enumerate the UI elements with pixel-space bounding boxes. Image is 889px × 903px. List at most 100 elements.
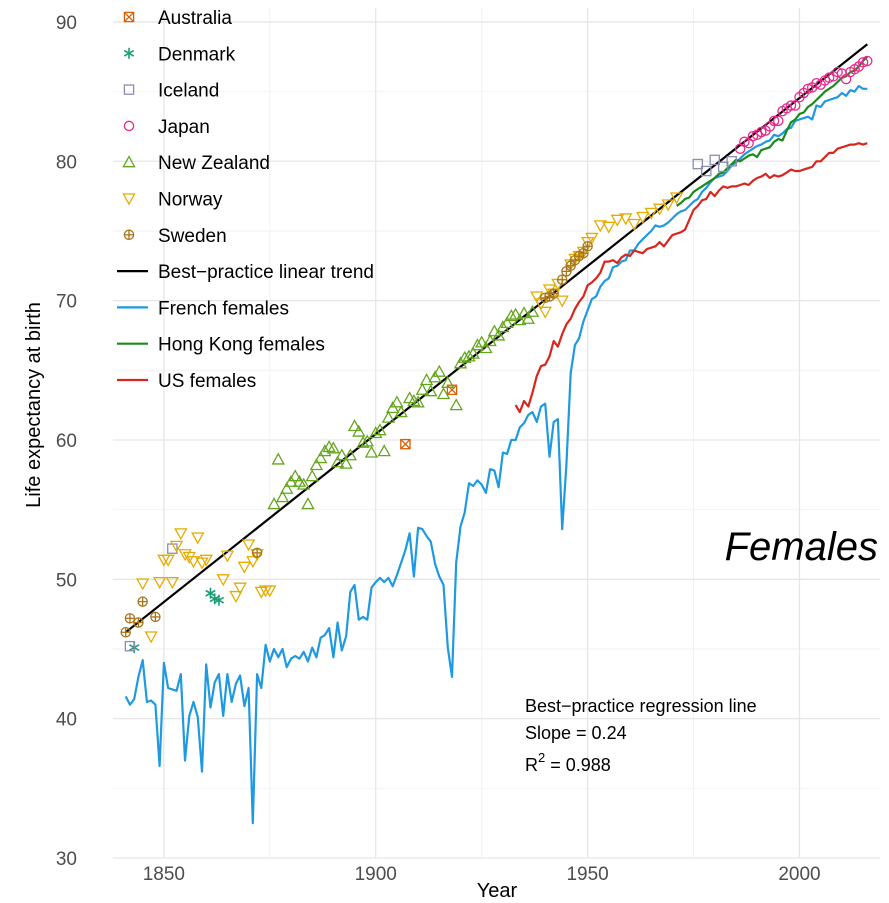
marker-norway-shape — [644, 207, 658, 220]
marker-norway — [661, 199, 675, 212]
grid — [113, 8, 880, 859]
marker-new-zealand-shape — [339, 456, 353, 469]
marker-japan-shape — [857, 57, 869, 68]
marker-norway-shape — [593, 220, 608, 233]
legend-swatch-new-zealand — [122, 155, 136, 168]
marker-new-zealand — [424, 384, 438, 397]
legend-swatch-australia-shape — [123, 11, 135, 23]
marker-sweden — [133, 617, 144, 628]
legend-swatch-japan-shape — [123, 120, 135, 132]
annotation-r2-value: = 0.988 — [545, 755, 611, 775]
marker-new-zealand — [275, 490, 290, 503]
marker-norway — [669, 192, 684, 205]
legend-label-australia: Australia — [158, 8, 232, 29]
marker-iceland-shape — [709, 154, 720, 166]
marker-new-zealand-shape — [360, 434, 374, 447]
marker-new-zealand-shape — [521, 311, 535, 324]
marker-norway — [233, 582, 247, 595]
legend-item-australia: Australia — [123, 8, 232, 29]
marker-new-zealand — [301, 497, 315, 510]
marker-new-zealand-shape — [411, 395, 425, 408]
marker-norway — [530, 291, 544, 304]
marker-denmark-ray-2 — [205, 589, 216, 597]
marker-australia — [446, 384, 458, 396]
marker-japan-shape — [768, 115, 780, 127]
marker-norway-shape — [199, 554, 213, 567]
marker-norway — [199, 554, 213, 567]
marker-norway — [652, 203, 667, 216]
y-tick-label-50: 50 — [56, 570, 77, 591]
marker-new-zealand-shape — [275, 490, 290, 503]
marker-new-zealand — [347, 419, 362, 432]
legend-swatch-australia-cross-b — [123, 11, 135, 23]
marker-norway-shape — [169, 540, 184, 553]
annotation-line-3: R2 = 0.988 — [525, 750, 611, 775]
marker-new-zealand-shape — [330, 455, 345, 468]
marker-new-zealand-shape — [500, 315, 514, 329]
marker-new-zealand-shape — [390, 395, 404, 408]
marker-new-zealand — [462, 349, 476, 362]
legend-item-denmark: Denmark — [123, 44, 236, 65]
series-hong-kong-females-line — [675, 56, 869, 207]
marker-norway-shape — [585, 232, 599, 245]
marker-new-zealand-shape — [504, 309, 519, 322]
marker-new-zealand — [496, 320, 510, 333]
marker-iceland — [709, 154, 720, 166]
marker-new-zealand-shape — [381, 410, 396, 423]
marker-norway — [178, 549, 192, 562]
legend-item-norway: Norway — [122, 190, 223, 211]
marker-norway — [644, 207, 658, 220]
marker-norway-shape — [233, 582, 247, 595]
marker-new-zealand — [267, 497, 281, 510]
marker-new-zealand — [356, 435, 370, 448]
marker-norway — [241, 539, 256, 552]
marker-new-zealand-shape — [441, 375, 455, 388]
marker-new-zealand-shape — [364, 445, 379, 458]
marker-new-zealand-shape — [470, 338, 485, 351]
marker-new-zealand-shape — [267, 497, 281, 510]
marker-australia-cross-b — [446, 384, 458, 395]
marker-norway-shape — [530, 291, 544, 304]
annotation-line-1: Best−practice regression line — [525, 696, 757, 716]
marker-new-zealand — [513, 313, 527, 326]
marker-norway-shape — [602, 221, 616, 234]
marker-iceland — [692, 158, 704, 170]
legend-label-best-practice-linear-trend: Best−practice linear trend — [158, 262, 374, 283]
marker-norway — [585, 232, 599, 245]
marker-new-zealand-shape — [288, 469, 302, 482]
legend-swatch-denmark-ray-2 — [123, 49, 135, 57]
marker-new-zealand-shape — [525, 304, 540, 317]
marker-japan — [832, 66, 843, 78]
marker-norway-shape — [627, 218, 641, 231]
marker-norway — [555, 295, 569, 308]
axis-ticks: 1850 1900 1950 2000 30 40 50 60 70 80 90 — [56, 13, 821, 885]
marker-new-zealand — [271, 452, 285, 465]
marker-new-zealand — [390, 395, 404, 408]
legend-swatch-denmark — [123, 47, 135, 59]
marker-new-zealand — [441, 375, 455, 388]
y-tick-label-80: 80 — [56, 152, 77, 173]
marker-norway-shape — [216, 574, 230, 587]
marker-japan-shape — [862, 55, 873, 67]
marker-norway-shape — [220, 550, 235, 563]
marker-norway-shape — [165, 576, 180, 590]
marker-new-zealand — [335, 448, 349, 461]
marker-new-zealand-shape — [343, 448, 358, 461]
marker-new-zealand-shape — [271, 452, 285, 465]
marker-new-zealand — [474, 335, 489, 348]
marker-iceland — [717, 161, 729, 173]
marker-new-zealand-shape — [436, 387, 451, 400]
marker-new-zealand — [280, 481, 294, 494]
marker-norway-shape — [542, 284, 557, 297]
marker-new-zealand — [394, 405, 408, 418]
marker-sweden — [120, 627, 131, 638]
marker-iceland — [701, 165, 712, 177]
marker-sweden — [150, 611, 161, 623]
marker-new-zealand — [415, 382, 430, 395]
marker-new-zealand-shape — [352, 424, 366, 437]
x-tick-label-2000: 2000 — [778, 864, 820, 885]
marker-norway-shape — [652, 203, 667, 216]
marker-new-zealand — [313, 451, 328, 464]
marker-new-zealand — [381, 410, 396, 423]
